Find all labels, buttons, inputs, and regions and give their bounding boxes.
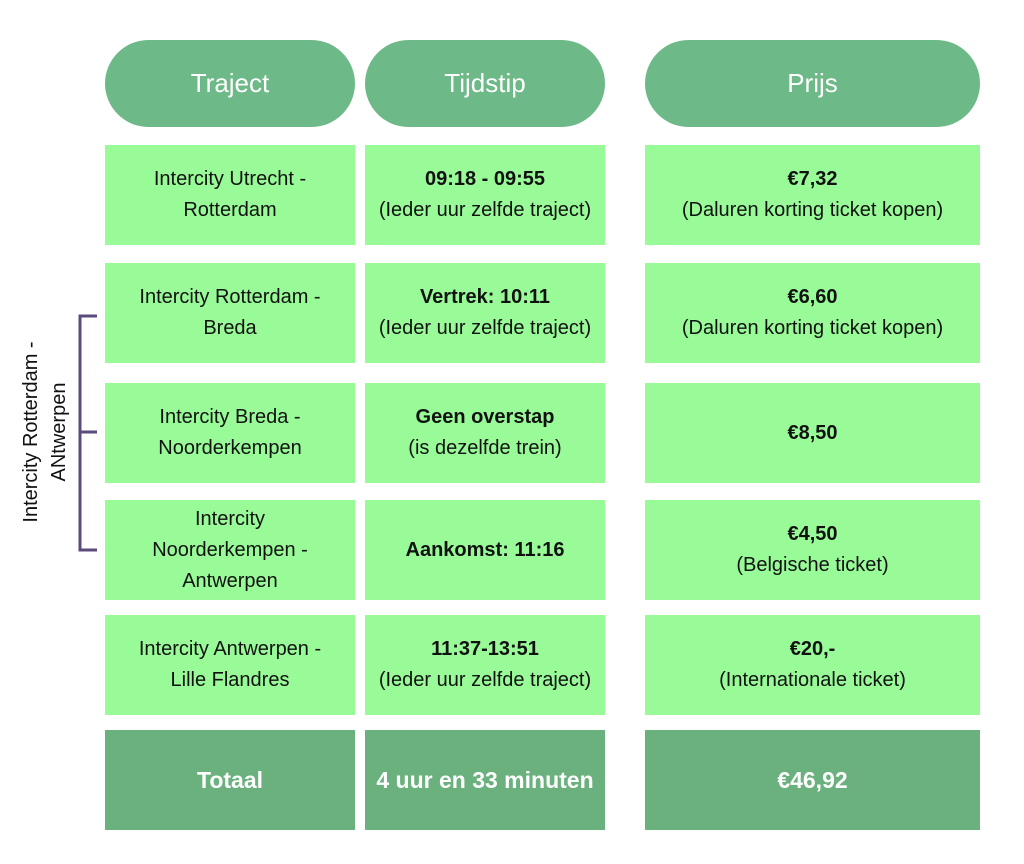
cell-text: €4,50 xyxy=(787,523,838,545)
cell-text: €7,32 xyxy=(787,168,838,190)
cell-text: (Daluren korting ticket kopen) xyxy=(681,199,944,221)
cell-text: Intercity xyxy=(194,507,266,530)
cell-text: Noorderkempen xyxy=(158,437,302,459)
header-cell: Prijs xyxy=(645,40,980,127)
cell-text: Totaal xyxy=(196,766,264,793)
table-cell: Aankomst: 11:16 xyxy=(365,500,605,600)
cell-text: (Daluren korting ticket kopen) xyxy=(681,317,944,339)
cell-text: Tijdstip xyxy=(444,68,526,98)
cell-text: (Ieder uur zelfde traject) xyxy=(378,199,592,221)
cell-text: €6,60 xyxy=(787,286,838,308)
table-cell: Intercity Antwerpen - Lille Flandres xyxy=(105,615,355,715)
table-cell: Intercity Rotterdam - Breda xyxy=(105,263,355,363)
bracket-line xyxy=(78,314,97,552)
cell-text: Rotterdam xyxy=(183,199,277,221)
cell-text: Intercity Rotterdam - xyxy=(139,286,321,308)
cell-text: €46,92 xyxy=(777,766,848,793)
side-label-line: ANtwerpen xyxy=(48,382,70,482)
cell-text: Noorderkempen - xyxy=(152,538,308,561)
table-cell: Intercity Breda - Noorderkempen xyxy=(105,383,355,483)
header-cell: Traject xyxy=(105,40,355,127)
table-cell: €7,32 (Daluren korting ticket kopen) xyxy=(645,145,980,245)
cell-text: Intercity Breda - xyxy=(159,406,301,428)
cell-text: 09:18 - 09:55 xyxy=(424,168,546,190)
table-cell: €20,- (Internationale ticket) xyxy=(645,615,980,715)
cell-text: Aankomst: 11:16 xyxy=(405,538,565,561)
cell-text: 4 uur en 33 minuten xyxy=(376,766,594,793)
table-cell: 09:18 - 09:55 (Ieder uur zelfde traject) xyxy=(365,145,605,245)
cell-text: €20,- xyxy=(789,638,836,660)
cell-text: (Ieder uur zelfde traject) xyxy=(378,317,592,339)
cell-text: Geen overstap xyxy=(415,406,555,428)
total-cell: €46,92 xyxy=(645,730,980,830)
total-cell: Totaal xyxy=(105,730,355,830)
table-cell: Vertrek: 10:11 (Ieder uur zelfde traject) xyxy=(365,263,605,363)
header-cell: Tijdstip xyxy=(365,40,605,127)
cell-text: Prijs xyxy=(787,68,838,98)
side-label-line: Intercity Rotterdam - xyxy=(20,341,42,523)
table-cell: €8,50 xyxy=(645,383,980,483)
cell-text: €8,50 xyxy=(787,421,838,444)
cell-text: Breda xyxy=(203,317,257,339)
cell-text: (is dezelfde trein) xyxy=(408,437,562,459)
cell-text: Vertrek: 10:11 xyxy=(419,286,551,308)
total-cell: 4 uur en 33 minuten xyxy=(365,730,605,830)
cell-text: Intercity Antwerpen - xyxy=(138,638,322,660)
cell-text: Traject xyxy=(190,68,270,98)
cell-text: Antwerpen xyxy=(182,569,278,592)
cell-text: Intercity Utrecht - xyxy=(153,168,307,190)
table-cell: Intercity Noorderkempen - Antwerpen xyxy=(105,500,355,600)
cell-text: Lille Flandres xyxy=(170,669,290,691)
cell-text: (Belgische ticket) xyxy=(736,554,889,576)
cell-text: 11:37-13:51 xyxy=(431,638,539,660)
table-cell: €4,50 (Belgische ticket) xyxy=(645,500,980,600)
table-cell: €6,60 (Daluren korting ticket kopen) xyxy=(645,263,980,363)
table-cell: Geen overstap (is dezelfde trein) xyxy=(365,383,605,483)
cell-text: (Internationale ticket) xyxy=(719,669,906,691)
table-cell: Intercity Utrecht - Rotterdam xyxy=(105,145,355,245)
cell-text: (Ieder uur zelfde traject) xyxy=(378,669,592,691)
side-label: Intercity Rotterdam - ANtwerpen xyxy=(17,341,73,522)
table-cell: 11:37-13:51 (Ieder uur zelfde traject) xyxy=(365,615,605,715)
